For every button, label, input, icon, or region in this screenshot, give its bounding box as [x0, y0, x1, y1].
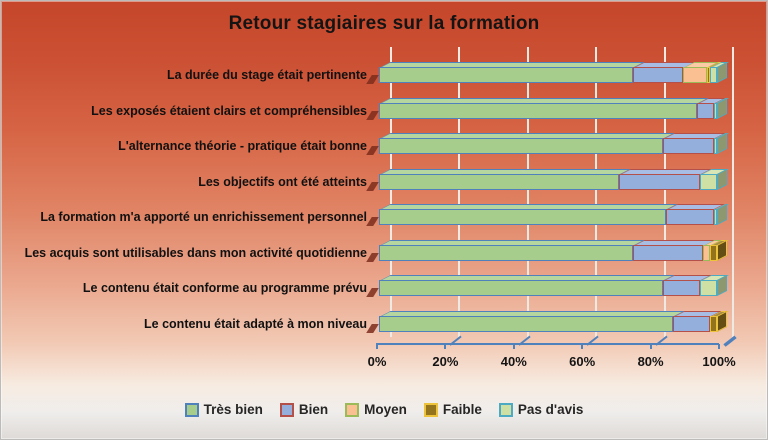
x-axis-tick	[512, 344, 515, 349]
legend-item[interactable]: Faible	[423, 402, 482, 417]
x-axis-label: 20%	[432, 354, 459, 369]
bar-segment[interactable]	[632, 67, 684, 83]
gridline	[663, 47, 666, 337]
category-axis-mark	[366, 110, 379, 120]
gridline	[526, 47, 529, 337]
bar-segment[interactable]	[379, 315, 674, 332]
bar-segment[interactable]	[710, 67, 717, 83]
bar-segment[interactable]	[673, 315, 711, 332]
legend-label: Pas d'avis	[517, 402, 584, 417]
category-label: Les objectifs ont été atteints	[198, 174, 367, 189]
bar-segment[interactable]	[379, 67, 633, 83]
bar-segment-top-face	[620, 168, 712, 174]
legend-label: Bien	[298, 402, 329, 417]
category-label: La formation m'a apporté un enrichisseme…	[40, 210, 367, 225]
bar-segment[interactable]	[662, 280, 701, 297]
bar-segment[interactable]	[700, 280, 717, 297]
bar-segment-side-face	[717, 204, 727, 226]
gridline	[732, 47, 734, 337]
legend-label: Moyen	[364, 402, 407, 417]
category-axis-mark	[366, 75, 379, 84]
bar-segment[interactable]	[710, 244, 717, 261]
bar-segment-side-face	[717, 239, 727, 261]
chart-title: Retour stagiaires sur la formation	[228, 13, 540, 34]
x-axis-line	[376, 343, 719, 345]
legend-label: Faible	[442, 402, 482, 417]
bar-segment[interactable]	[379, 102, 697, 119]
x-axis-label: 40%	[500, 354, 527, 369]
category-label: Le contenu était adapté à mon niveau	[144, 316, 367, 331]
legend-label: Très bien	[203, 402, 263, 417]
gridline	[595, 47, 598, 337]
bar-segment-side-face	[717, 310, 727, 332]
bar-segment[interactable]	[379, 138, 663, 155]
bar-segment[interactable]	[706, 67, 711, 83]
bar-segment[interactable]	[379, 173, 619, 190]
legend-swatch	[423, 402, 438, 417]
bar-segment[interactable]	[379, 244, 633, 261]
category-axis-mark	[366, 323, 379, 333]
legend: Très bien Bien Moyen Faible Pas d'avis	[1, 402, 767, 417]
bar-segment[interactable]	[379, 209, 667, 226]
category-axis-mark	[366, 217, 379, 227]
category-label: L'alternance théorie - pratique était bo…	[118, 139, 367, 154]
bar-segment-top-face	[381, 239, 645, 245]
bar-segment[interactable]	[618, 173, 701, 190]
x-axis-tick	[444, 344, 447, 349]
legend-item[interactable]: Pas d'avis	[498, 402, 584, 417]
category-label: Les acquis sont utilisables dans mon act…	[24, 245, 367, 260]
bar-segment[interactable]	[700, 173, 717, 190]
legend-swatch	[184, 402, 199, 417]
category-label: Le contenu était conforme au programme p…	[82, 281, 367, 296]
x-axis-tick	[376, 344, 378, 349]
x-axis-label: 100%	[702, 354, 736, 369]
x-axis-tick	[718, 344, 720, 349]
bar-segment[interactable]	[713, 138, 717, 155]
bar-segment-top-face	[381, 168, 631, 174]
bar-segment[interactable]	[662, 138, 714, 155]
bar-segment[interactable]	[713, 209, 717, 226]
legend-item[interactable]: Moyen	[345, 402, 407, 417]
bar-segment[interactable]	[696, 102, 714, 119]
category-axis-mark	[366, 181, 379, 191]
legend-swatch	[279, 402, 294, 417]
category-axis-mark	[366, 146, 379, 156]
bar-segment[interactable]	[703, 244, 711, 261]
category-axis-mark	[366, 252, 379, 262]
bar-segment-top-face	[381, 204, 679, 210]
legend-swatch	[345, 402, 360, 417]
bar-segment-side-face	[717, 61, 727, 83]
bar-segment-side-face	[717, 275, 727, 297]
bar-segment[interactable]	[379, 280, 663, 297]
bar-segment-top-face	[381, 97, 709, 103]
bar-segment[interactable]	[710, 315, 717, 332]
x-axis-label: 60%	[569, 354, 596, 369]
bar-segment[interactable]	[666, 209, 714, 226]
x-axis-label: 0%	[367, 354, 387, 369]
bar-segment-top-face	[381, 62, 645, 67]
legend-item[interactable]: Bien	[279, 402, 329, 417]
x-axis-tick	[581, 344, 584, 349]
bar-segment[interactable]	[683, 67, 707, 83]
x-axis-floor-diagonal	[723, 335, 736, 346]
category-label: Les exposés étaient clairs et compréhens…	[91, 103, 367, 118]
bar-segment-top-face	[381, 133, 675, 139]
gridline	[458, 47, 461, 337]
x-axis-tick	[649, 344, 652, 349]
bar-segment-top-face	[381, 275, 675, 281]
x-axis-label: 80%	[637, 354, 664, 369]
legend-item[interactable]: Très bien	[184, 402, 263, 417]
bar-segment[interactable]	[632, 244, 704, 261]
bar-segment-top-face	[381, 310, 685, 316]
bar-segment[interactable]	[713, 102, 717, 119]
gridline	[390, 47, 392, 337]
category-label: La durée du stage était pertinente	[166, 68, 367, 82]
legend-swatch	[498, 402, 513, 417]
bar-segment-side-face	[717, 132, 727, 155]
category-axis-mark	[366, 288, 379, 298]
